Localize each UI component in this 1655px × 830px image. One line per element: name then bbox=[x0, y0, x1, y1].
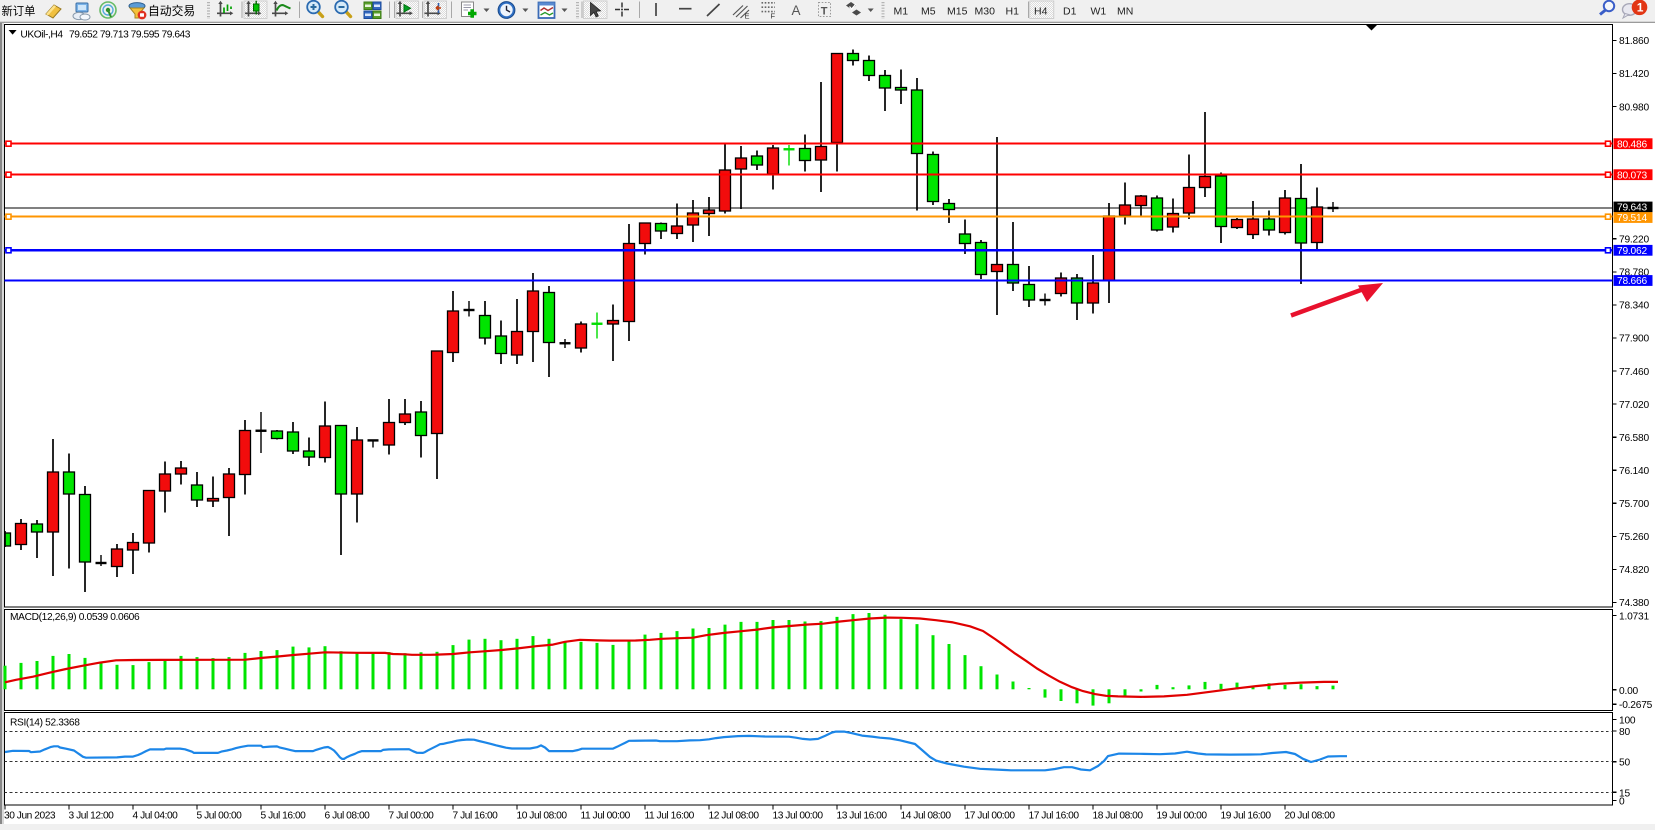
svg-text:T: T bbox=[821, 6, 828, 18]
svg-text:79.514: 79.514 bbox=[1617, 213, 1647, 224]
svg-text:M5: M5 bbox=[921, 6, 936, 18]
svg-text:A: A bbox=[792, 3, 801, 18]
svg-text:13 Jul 16:00: 13 Jul 16:00 bbox=[837, 811, 888, 822]
svg-text:5 Jul 00:00: 5 Jul 00:00 bbox=[197, 811, 243, 822]
svg-text:74.380: 74.380 bbox=[1619, 598, 1649, 609]
svg-text:7 Jul 16:00: 7 Jul 16:00 bbox=[453, 811, 499, 822]
svg-text:81.420: 81.420 bbox=[1619, 69, 1649, 80]
svg-text:4 Jul 04:00: 4 Jul 04:00 bbox=[133, 811, 179, 822]
svg-text:100: 100 bbox=[1619, 716, 1636, 727]
svg-text:MN: MN bbox=[1117, 6, 1133, 18]
svg-text:79.220: 79.220 bbox=[1619, 235, 1649, 246]
svg-text:E: E bbox=[745, 12, 750, 21]
svg-text:80.980: 80.980 bbox=[1619, 102, 1649, 113]
svg-text:78.666: 78.666 bbox=[1617, 276, 1647, 287]
svg-text:19 Jul 16:00: 19 Jul 16:00 bbox=[1221, 811, 1272, 822]
svg-text:自动交易: 自动交易 bbox=[148, 4, 195, 18]
svg-text:W1: W1 bbox=[1091, 6, 1107, 18]
svg-text:76.580: 76.580 bbox=[1619, 433, 1649, 444]
svg-text:79.652 79.713 79.595 79.643: 79.652 79.713 79.595 79.643 bbox=[69, 30, 191, 41]
svg-text:11 Jul 16:00: 11 Jul 16:00 bbox=[645, 811, 695, 822]
svg-text:17 Jul 00:00: 17 Jul 00:00 bbox=[965, 811, 1016, 822]
svg-text:1: 1 bbox=[1637, 1, 1644, 15]
svg-text:UKOil-,H4: UKOil-,H4 bbox=[20, 30, 63, 41]
svg-text:80.073: 80.073 bbox=[1617, 170, 1647, 181]
svg-text:78.780: 78.780 bbox=[1619, 268, 1649, 279]
svg-text:30 Jun 2023: 30 Jun 2023 bbox=[4, 811, 56, 822]
svg-text:新订单: 新订单 bbox=[2, 4, 36, 18]
svg-text:3 Jul 12:00: 3 Jul 12:00 bbox=[69, 811, 115, 822]
svg-text:M1: M1 bbox=[894, 6, 909, 18]
svg-text:50: 50 bbox=[1619, 758, 1630, 769]
svg-text:14 Jul 08:00: 14 Jul 08:00 bbox=[901, 811, 952, 822]
svg-text:17 Jul 16:00: 17 Jul 16:00 bbox=[1029, 811, 1080, 822]
svg-text:D1: D1 bbox=[1063, 6, 1077, 18]
svg-text:H4: H4 bbox=[1034, 6, 1048, 18]
svg-text:77.460: 77.460 bbox=[1619, 367, 1649, 378]
svg-text:79.062: 79.062 bbox=[1617, 246, 1647, 257]
svg-text:75.700: 75.700 bbox=[1619, 499, 1649, 510]
svg-text:7 Jul 00:00: 7 Jul 00:00 bbox=[389, 811, 435, 822]
svg-text:11 Jul 00:00: 11 Jul 00:00 bbox=[581, 811, 631, 822]
svg-text:80: 80 bbox=[1619, 727, 1630, 738]
svg-text:0: 0 bbox=[1619, 797, 1625, 808]
svg-text:-0.2675: -0.2675 bbox=[1619, 700, 1653, 711]
svg-text:13 Jul 00:00: 13 Jul 00:00 bbox=[773, 811, 824, 822]
svg-text:RSI(14) 52.3368: RSI(14) 52.3368 bbox=[10, 718, 80, 729]
svg-text:81.860: 81.860 bbox=[1619, 36, 1649, 47]
svg-text:19 Jul 00:00: 19 Jul 00:00 bbox=[1157, 811, 1208, 822]
svg-text:80.486: 80.486 bbox=[1617, 139, 1647, 150]
svg-text:M15: M15 bbox=[947, 6, 968, 18]
svg-text:74.820: 74.820 bbox=[1619, 565, 1649, 576]
svg-text:5 Jul 16:00: 5 Jul 16:00 bbox=[261, 811, 307, 822]
svg-text:12 Jul 08:00: 12 Jul 08:00 bbox=[709, 811, 760, 822]
svg-text:F: F bbox=[771, 12, 776, 21]
svg-text:0.00: 0.00 bbox=[1619, 686, 1639, 697]
svg-text:75.260: 75.260 bbox=[1619, 532, 1649, 543]
svg-text:77.020: 77.020 bbox=[1619, 400, 1649, 411]
svg-text:10 Jul 08:00: 10 Jul 08:00 bbox=[517, 811, 568, 822]
svg-text:78.340: 78.340 bbox=[1619, 301, 1649, 312]
svg-text:76.140: 76.140 bbox=[1619, 466, 1649, 477]
svg-text:1.0731: 1.0731 bbox=[1619, 611, 1649, 622]
svg-text:18 Jul 08:00: 18 Jul 08:00 bbox=[1093, 811, 1144, 822]
svg-text:M30: M30 bbox=[975, 6, 996, 18]
svg-text:79.643: 79.643 bbox=[1617, 203, 1647, 214]
svg-text:15: 15 bbox=[1619, 788, 1630, 799]
svg-text:MACD(12,26,9) 0.0539 0.0606: MACD(12,26,9) 0.0539 0.0606 bbox=[10, 612, 140, 623]
svg-text:77.900: 77.900 bbox=[1619, 334, 1649, 345]
svg-text:6 Jul 08:00: 6 Jul 08:00 bbox=[325, 811, 371, 822]
svg-text:20 Jul 08:00: 20 Jul 08:00 bbox=[1285, 811, 1336, 822]
svg-text:H1: H1 bbox=[1006, 6, 1020, 18]
